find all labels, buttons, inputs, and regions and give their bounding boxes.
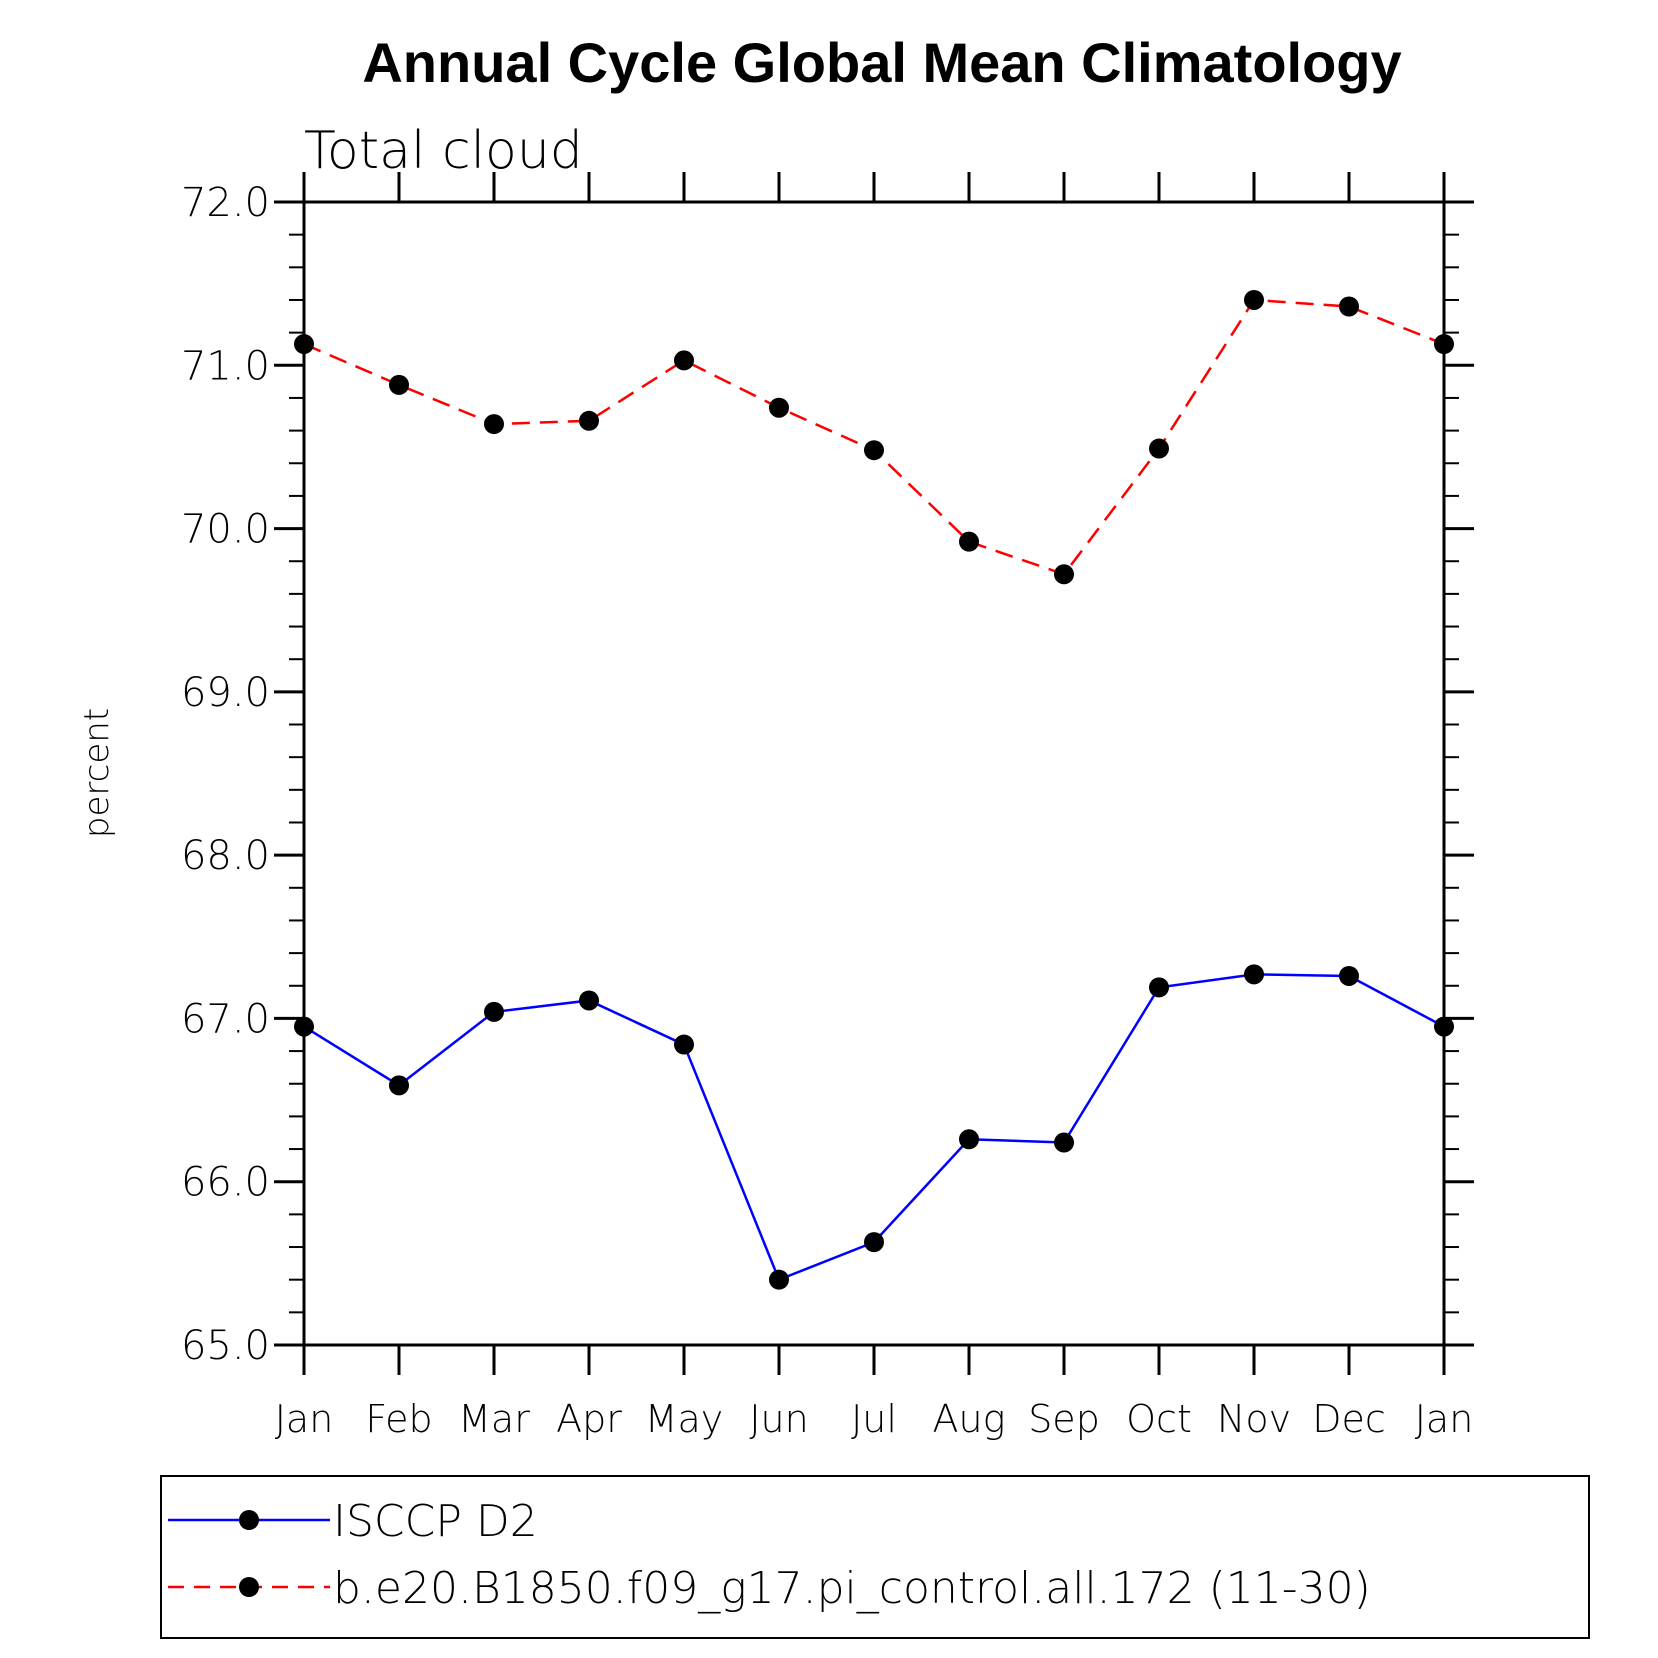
data-point xyxy=(294,1016,314,1037)
x-tick-label: May xyxy=(645,1397,724,1441)
y-tick-label: 65.0 xyxy=(181,1323,270,1369)
y-tick-label: 66.0 xyxy=(181,1160,270,1206)
y-axis-label: percent xyxy=(77,708,117,838)
data-point xyxy=(864,1232,884,1253)
x-tick-label: Apr xyxy=(556,1397,622,1441)
x-tick-label: Oct xyxy=(1126,1397,1192,1441)
data-point xyxy=(1244,289,1264,310)
plot-area: Jan Feb Mar Apr May Jun Jul Aug Sep Oct Nov Dec Jan … xyxy=(181,172,1474,1441)
series-2 xyxy=(294,289,1454,585)
legend-entry-1: ISCCP D2 xyxy=(168,1496,538,1547)
x-tick-label: Nov xyxy=(1217,1397,1291,1441)
legend: ISCCP D2 b.e20.B1850.f09_g17.pi_control.… xyxy=(160,1475,1590,1639)
data-point xyxy=(1339,965,1359,986)
y-tick-label: 67.0 xyxy=(181,996,270,1042)
series-line-2 xyxy=(303,298,1445,576)
x-tick-label: Sep xyxy=(1028,1397,1100,1441)
data-point xyxy=(294,334,314,355)
x-tick-label: Jan xyxy=(275,1397,334,1441)
x-tick-label: Dec xyxy=(1312,1397,1386,1441)
y-tick-label: 72.0 xyxy=(181,180,270,226)
data-point xyxy=(579,990,599,1011)
data-point xyxy=(959,1129,979,1150)
legend-label-2: b.e20.B1850.f09_g17.pi_control.all.172 (… xyxy=(333,1563,1371,1614)
data-point xyxy=(864,440,884,461)
y-tick-label: 69.0 xyxy=(181,670,270,716)
data-point xyxy=(579,410,599,431)
y-tick-label: 71.0 xyxy=(181,343,270,389)
legend-label-1: ISCCP D2 xyxy=(333,1496,538,1547)
y-tick-labels: 65.0 66.0 67.0 68.0 69.0 70.0 71.0 72.0 xyxy=(181,180,270,1369)
x-tick-label: Mar xyxy=(458,1397,530,1441)
data-point xyxy=(674,1034,694,1055)
data-point xyxy=(389,374,409,395)
data-point xyxy=(484,414,504,435)
series-1 xyxy=(294,964,1454,1290)
data-point xyxy=(1149,438,1169,459)
chart-title: Annual Cycle Global Mean Climatology xyxy=(362,31,1401,94)
legend-marker-1 xyxy=(239,1510,259,1530)
legend-box xyxy=(160,1475,1590,1639)
data-point xyxy=(484,1001,504,1022)
x-tick-label: Jun xyxy=(749,1397,808,1441)
chart-subtitle: Total cloud xyxy=(304,121,583,181)
data-point xyxy=(674,350,694,371)
x-tick-label: Feb xyxy=(365,1397,432,1441)
data-point xyxy=(389,1075,409,1096)
data-point xyxy=(959,531,979,552)
y-tick-label: 70.0 xyxy=(181,507,270,553)
y-tick-label: 68.0 xyxy=(181,833,270,879)
data-point xyxy=(1149,977,1169,998)
data-point xyxy=(1434,334,1454,355)
x-tick-labels: Jan Feb Mar Apr May Jun Jul Aug Sep Oct Nov Dec Jan xyxy=(275,1397,1474,1441)
plot-frame xyxy=(302,200,1446,1347)
x-tick-label: Jul xyxy=(851,1397,897,1441)
data-point xyxy=(769,397,789,418)
data-point xyxy=(1434,1016,1454,1037)
x-tick-label: Jan xyxy=(1415,1397,1474,1441)
data-point xyxy=(1244,964,1264,985)
legend-entry-2: b.e20.B1850.f09_g17.pi_control.all.172 (… xyxy=(168,1563,1371,1614)
axis-ticks xyxy=(274,172,1474,1375)
data-point xyxy=(1054,564,1074,585)
legend-marker-2 xyxy=(239,1577,259,1597)
data-point xyxy=(769,1269,789,1290)
x-tick-label: Aug xyxy=(933,1397,1006,1441)
data-point xyxy=(1054,1132,1074,1153)
series-layer xyxy=(294,289,1454,1290)
data-point xyxy=(1339,296,1359,317)
